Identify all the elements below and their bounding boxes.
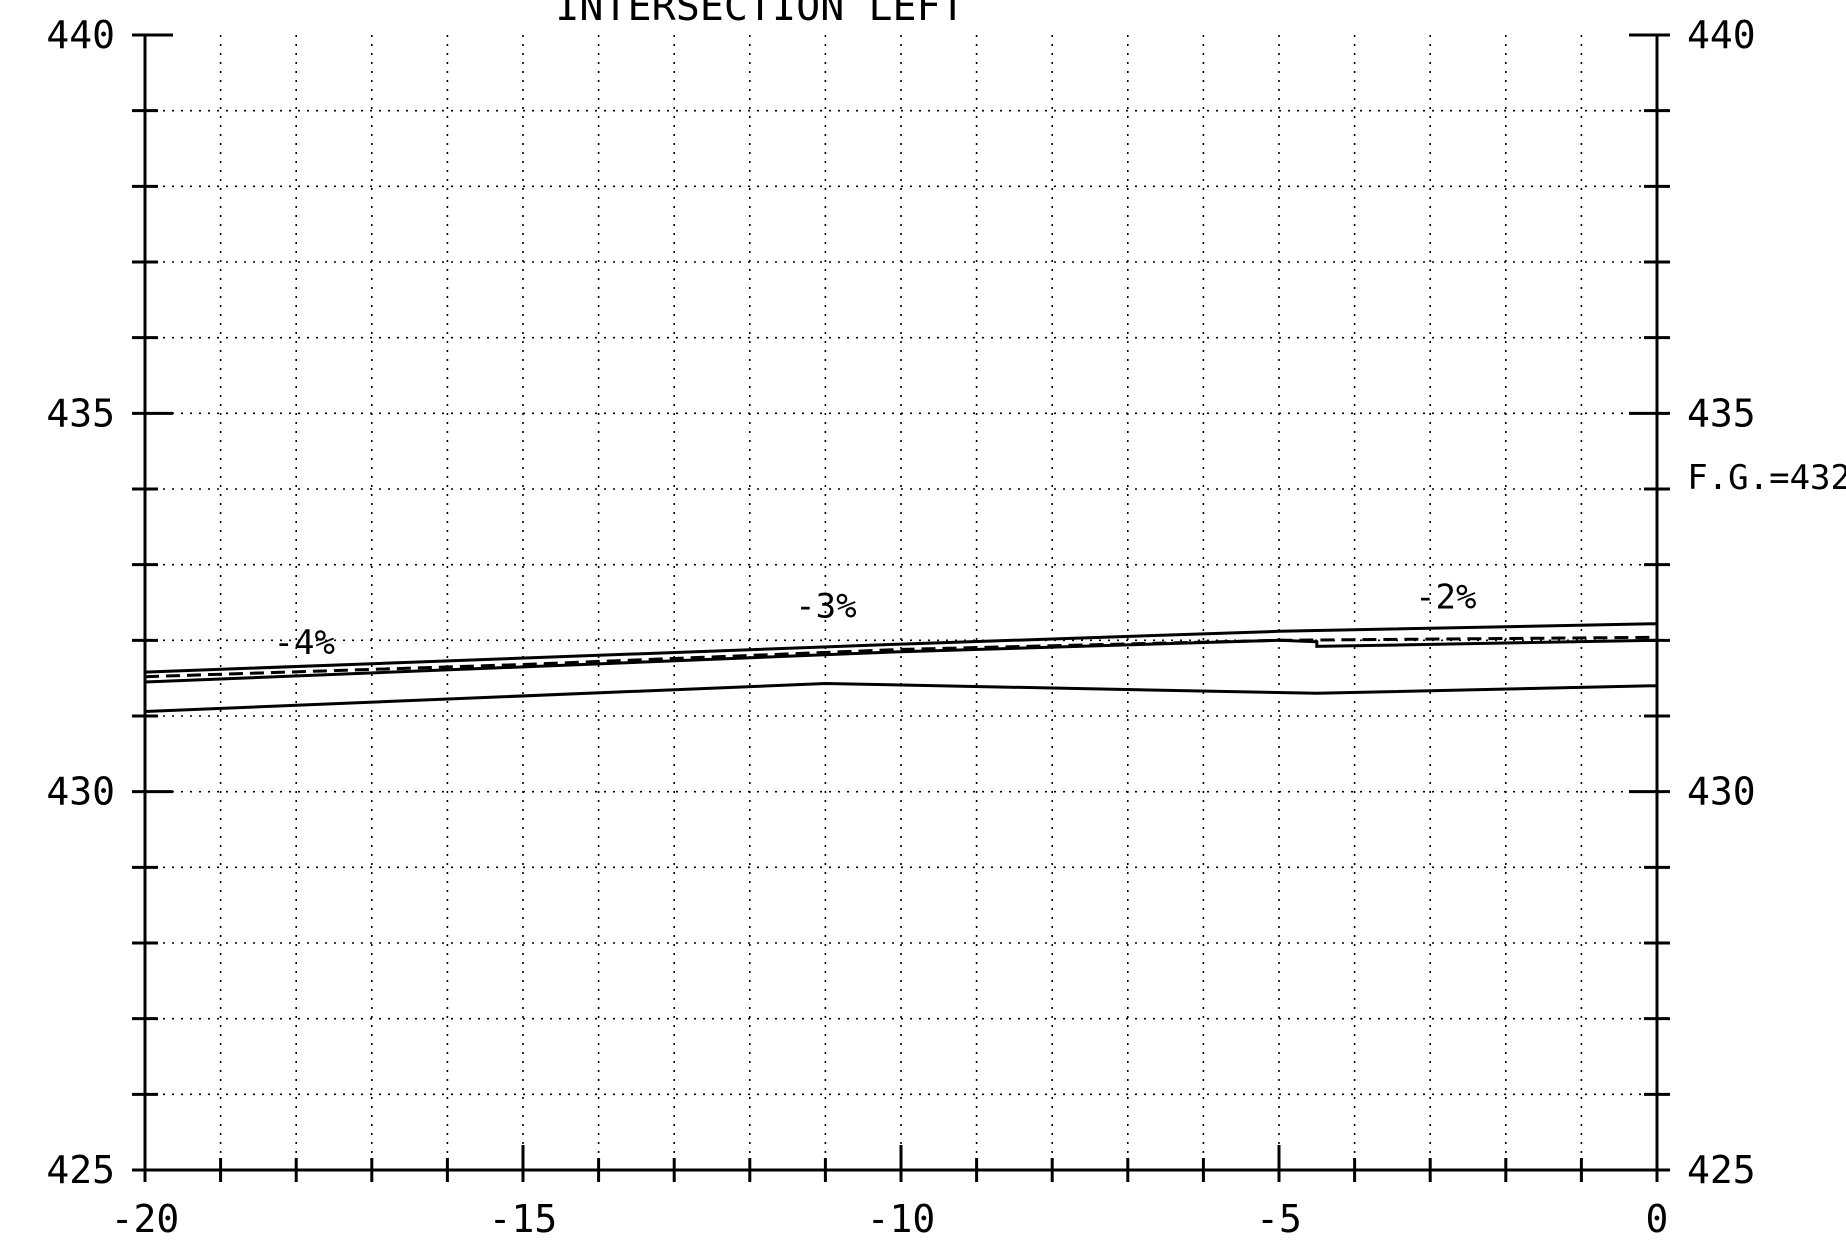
annotation-1: -4% xyxy=(274,623,335,663)
grid xyxy=(145,35,1657,1170)
x-tick-label: -15 xyxy=(489,1197,558,1241)
y-tick-label-left: 440 xyxy=(46,13,115,57)
y-tick-label-left: 430 xyxy=(46,770,115,814)
chart-title: INTERSECTION LEFT xyxy=(555,0,964,30)
y-tick-label-right: 440 xyxy=(1687,13,1756,57)
annotations: -4% -3% -2% F.G.=432.220 xyxy=(274,458,1846,663)
series-line-4 xyxy=(144,681,1658,713)
series-line-1 xyxy=(144,622,1658,674)
y-tick-label-right: 430 xyxy=(1687,770,1756,814)
x-tick-label: -20 xyxy=(111,1197,180,1241)
annotation-2: -3% xyxy=(795,587,856,627)
y-tick-label-right: 435 xyxy=(1687,391,1756,435)
tick-labels: -20 -15 -10 -5 0 425 430 435 440 425 430 435 440 xyxy=(46,13,1755,1241)
annotation-4: F.G.=432.220 xyxy=(1687,458,1846,498)
series-group xyxy=(144,622,1658,713)
x-tick-label: -10 xyxy=(867,1197,936,1241)
y-tick-label-left: 425 xyxy=(46,1148,115,1192)
y-tick-label-left: 435 xyxy=(46,391,115,435)
y-tick-label-right: 425 xyxy=(1687,1148,1756,1192)
axes xyxy=(132,33,1670,1182)
series-line-3 xyxy=(144,638,1658,684)
annotation-3: -2% xyxy=(1415,578,1476,618)
series-line-2 xyxy=(144,635,1658,679)
x-tick-label: -5 xyxy=(1256,1197,1302,1241)
x-tick-label: 0 xyxy=(1646,1197,1669,1241)
